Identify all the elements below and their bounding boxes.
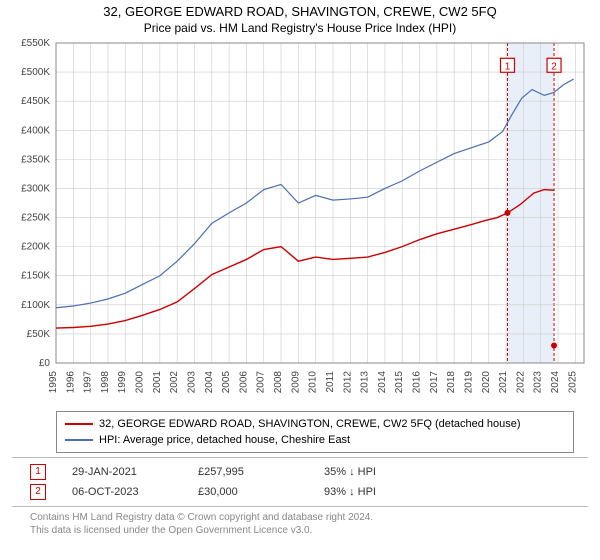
legend-swatch xyxy=(65,439,93,441)
svg-text:2007: 2007 xyxy=(256,371,267,394)
svg-text:£500K: £500K xyxy=(21,67,50,78)
svg-text:2005: 2005 xyxy=(221,371,232,394)
svg-text:£250K: £250K xyxy=(21,213,50,224)
transaction-price: £30,000 xyxy=(198,486,298,498)
svg-text:£150K: £150K xyxy=(21,271,50,282)
svg-text:£400K: £400K xyxy=(21,125,50,136)
svg-text:£200K: £200K xyxy=(21,242,50,253)
svg-text:1998: 1998 xyxy=(100,371,111,394)
svg-text:1997: 1997 xyxy=(83,371,94,394)
svg-text:2014: 2014 xyxy=(377,371,388,394)
svg-text:£50K: £50K xyxy=(27,329,51,340)
svg-text:2023: 2023 xyxy=(533,371,544,394)
footnote: Contains HM Land Registry data © Crown c… xyxy=(30,511,588,537)
svg-text:2011: 2011 xyxy=(325,371,336,393)
svg-text:£350K: £350K xyxy=(21,154,50,165)
title-block: 32, GEORGE EDWARD ROAD, SHAVINGTON, CREW… xyxy=(0,0,600,35)
figure-container: 32, GEORGE EDWARD ROAD, SHAVINGTON, CREW… xyxy=(0,0,600,537)
transaction-price: £257,995 xyxy=(198,466,298,478)
svg-text:2008: 2008 xyxy=(273,371,284,394)
legend-row: HPI: Average price, detached house, Ches… xyxy=(65,432,565,448)
legend-swatch xyxy=(65,423,93,425)
svg-text:2017: 2017 xyxy=(429,371,440,394)
transaction-diff: 93% ↓ HPI xyxy=(324,486,424,498)
footnote-line: Contains HM Land Registry data © Crown c… xyxy=(30,511,588,524)
svg-text:2001: 2001 xyxy=(152,371,163,394)
transaction-diff: 35% ↓ HPI xyxy=(324,466,424,478)
svg-text:2003: 2003 xyxy=(186,371,197,394)
legend-row: 32, GEORGE EDWARD ROAD, SHAVINGTON, CREW… xyxy=(65,416,565,432)
legend-label: HPI: Average price, detached house, Ches… xyxy=(99,434,350,446)
transaction-dot xyxy=(551,343,557,349)
transaction-marker-icon: 1 xyxy=(30,464,46,480)
chart-area: £0 £50K £100K £150K £200K £250K £300K £350K £400… xyxy=(0,35,600,405)
svg-text:£0: £0 xyxy=(39,358,51,369)
legend-label: 32, GEORGE EDWARD ROAD, SHAVINGTON, CREW… xyxy=(99,418,521,430)
svg-text:2019: 2019 xyxy=(463,371,474,394)
svg-text:1999: 1999 xyxy=(117,371,128,394)
svg-text:2012: 2012 xyxy=(342,371,353,394)
svg-text:2020: 2020 xyxy=(481,371,492,394)
svg-text:1: 1 xyxy=(505,61,511,72)
line-chart-svg: £0 £50K £100K £150K £200K £250K £300K £350K £400… xyxy=(0,35,600,405)
transaction-date: 29-JAN-2021 xyxy=(72,466,172,478)
svg-text:2: 2 xyxy=(551,61,557,72)
footnote-line: This data is licensed under the Open Gov… xyxy=(30,524,588,537)
svg-text:2022: 2022 xyxy=(515,371,526,394)
svg-text:2006: 2006 xyxy=(238,371,249,394)
svg-text:1995: 1995 xyxy=(48,371,59,394)
svg-text:2000: 2000 xyxy=(135,371,146,394)
svg-text:2013: 2013 xyxy=(360,371,371,394)
legend: 32, GEORGE EDWARD ROAD, SHAVINGTON, CREW… xyxy=(56,411,574,453)
divider xyxy=(12,457,588,458)
svg-text:2025: 2025 xyxy=(567,371,578,394)
svg-text:£300K: £300K xyxy=(21,183,50,194)
svg-text:2015: 2015 xyxy=(394,371,405,394)
svg-text:2010: 2010 xyxy=(308,371,319,394)
chart-subtitle: Price paid vs. HM Land Registry's House … xyxy=(0,21,600,35)
svg-text:2016: 2016 xyxy=(412,371,423,394)
svg-text:2021: 2021 xyxy=(498,371,509,394)
svg-text:£550K: £550K xyxy=(21,38,50,49)
transaction-row: 2 06-OCT-2023 £30,000 93% ↓ HPI xyxy=(30,482,588,502)
svg-text:2024: 2024 xyxy=(550,371,561,394)
svg-text:2009: 2009 xyxy=(290,371,301,394)
svg-text:£100K: £100K xyxy=(21,300,50,311)
svg-text:£450K: £450K xyxy=(21,96,50,107)
svg-text:2002: 2002 xyxy=(169,371,180,394)
transaction-dot xyxy=(504,210,510,216)
svg-text:2004: 2004 xyxy=(204,371,215,394)
divider xyxy=(12,506,588,507)
transaction-row: 1 29-JAN-2021 £257,995 35% ↓ HPI xyxy=(30,462,588,482)
transaction-date: 06-OCT-2023 xyxy=(72,486,172,498)
chart-title: 32, GEORGE EDWARD ROAD, SHAVINGTON, CREW… xyxy=(0,4,600,19)
transactions-table: 1 29-JAN-2021 £257,995 35% ↓ HPI 2 06-OCT-202… xyxy=(30,462,588,502)
svg-text:2018: 2018 xyxy=(446,371,457,394)
transaction-marker-icon: 2 xyxy=(30,484,46,500)
svg-text:1996: 1996 xyxy=(65,371,76,394)
